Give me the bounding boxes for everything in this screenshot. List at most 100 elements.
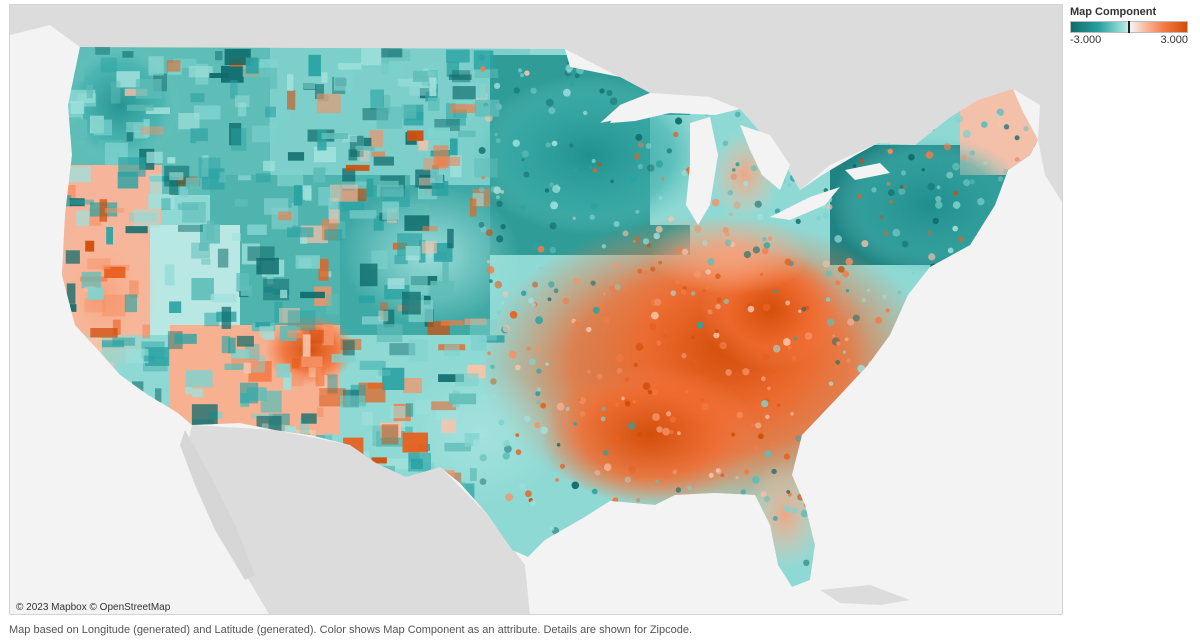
zipcode-cell xyxy=(79,462,103,477)
zipcode-cell xyxy=(834,235,842,243)
zipcode-cell xyxy=(474,68,499,78)
zipcode-cell xyxy=(464,318,487,325)
zipcode-cell xyxy=(853,536,860,543)
zipcode-cell xyxy=(770,580,775,585)
zipcode-cell xyxy=(74,479,100,493)
zipcode-cell xyxy=(935,195,942,203)
legend-min-label: -3.000 xyxy=(1070,34,1102,46)
zipcode-cell xyxy=(764,557,771,564)
zipcode-cell xyxy=(130,414,148,433)
zipcode-cell xyxy=(201,155,209,177)
zipcode-cell xyxy=(178,113,200,130)
zipcode-cell xyxy=(502,325,510,333)
zipcode-cell xyxy=(837,266,845,273)
zipcode-cell xyxy=(700,507,706,514)
zipcode-cell xyxy=(204,312,220,327)
zipcode-cell xyxy=(378,369,391,376)
zipcode-cell xyxy=(537,245,545,253)
zipcode-cell xyxy=(619,535,623,540)
zipcode-cell xyxy=(535,391,541,397)
zipcode-cell xyxy=(594,469,601,476)
zipcode-cell xyxy=(224,587,237,600)
zipcode-cell xyxy=(624,476,632,483)
zipcode-cell xyxy=(793,336,798,341)
zipcode-cell xyxy=(263,160,275,172)
zipcode-cell xyxy=(321,72,328,83)
zipcode-cell xyxy=(702,289,706,293)
zipcode-cell xyxy=(938,505,942,510)
choropleth-map[interactable]: © 2023 Mapbox © OpenStreetMap xyxy=(10,5,1063,615)
zipcode-cell xyxy=(431,401,457,411)
zipcode-cell xyxy=(971,533,977,539)
zipcode-cell xyxy=(635,133,643,141)
zipcode-cell xyxy=(234,199,248,207)
zipcode-cell xyxy=(557,186,561,190)
zipcode-cell xyxy=(759,272,764,277)
zipcode-cell xyxy=(565,407,570,411)
zipcode-cell xyxy=(1034,575,1038,583)
zipcode-cell xyxy=(627,422,636,430)
zipcode-cell xyxy=(642,238,650,245)
zipcode-cell xyxy=(675,487,682,493)
zipcode-cell xyxy=(969,150,975,156)
zipcode-cell xyxy=(795,435,802,442)
zipcode-cell xyxy=(610,179,614,184)
zipcode-cell xyxy=(690,335,695,340)
zipcode-cell xyxy=(758,433,764,440)
zipcode-cell xyxy=(694,225,702,233)
zipcode-cell xyxy=(932,217,939,225)
zipcode-cell xyxy=(705,544,710,548)
zipcode-cell xyxy=(999,235,1007,243)
zipcode-cell xyxy=(287,227,314,238)
zipcode-cell xyxy=(548,281,555,288)
zipcode-cell xyxy=(947,571,954,578)
zipcode-cell xyxy=(119,494,139,512)
footnote-caption: Map based on Longitude (generated) and L… xyxy=(9,624,693,636)
zipcode-cell xyxy=(452,86,476,100)
zipcode-cell xyxy=(441,416,457,433)
zipcode-cell xyxy=(997,176,1004,182)
zipcode-cell xyxy=(208,138,220,149)
zipcode-cell xyxy=(563,584,570,587)
zipcode-cell xyxy=(855,432,859,436)
zipcode-cell xyxy=(725,369,732,376)
zipcode-cell xyxy=(100,57,118,73)
zipcode-cell xyxy=(804,332,813,340)
zipcode-cell xyxy=(1015,473,1019,477)
zipcode-cell xyxy=(782,338,791,346)
zipcode-cell xyxy=(376,106,403,129)
zipcode-cell xyxy=(532,281,539,288)
zipcode-cell xyxy=(408,339,428,362)
east-canada-land xyxy=(1038,105,1062,202)
map-view[interactable]: © 2023 Mapbox © OpenStreetMap xyxy=(9,4,1063,615)
zipcode-cell xyxy=(997,363,1005,371)
zipcode-cell xyxy=(744,522,752,530)
zipcode-cell xyxy=(885,308,890,313)
zipcode-cell xyxy=(166,60,181,72)
zipcode-cell xyxy=(1015,160,1022,167)
zipcode-cell xyxy=(1027,303,1035,311)
zipcode-cell xyxy=(989,495,994,500)
zipcode-cell xyxy=(243,362,251,374)
zipcode-cell xyxy=(970,548,978,557)
zipcode-cell xyxy=(186,541,214,550)
zipcode-cell xyxy=(637,431,643,438)
zipcode-cell xyxy=(579,397,586,405)
zipcode-cell xyxy=(756,582,762,587)
zipcode-cell xyxy=(846,358,851,363)
zipcode-cell xyxy=(902,185,907,190)
zipcode-cell xyxy=(986,509,990,513)
zipcode-cell xyxy=(196,141,208,153)
zipcode-cell xyxy=(565,546,573,554)
zipcode-cell xyxy=(76,119,88,138)
zipcode-cell xyxy=(155,388,162,403)
zipcode-cell xyxy=(840,455,848,463)
zipcode-cell xyxy=(571,481,580,490)
zipcode-cell xyxy=(407,130,424,141)
zipcode-cell xyxy=(192,388,203,398)
zipcode-cell xyxy=(218,171,226,183)
zipcode-cell xyxy=(359,263,378,287)
zipcode-cell xyxy=(560,463,565,469)
zipcode-cell xyxy=(1008,561,1016,569)
color-legend[interactable]: Map Component -3.000 3.000 xyxy=(1070,6,1192,46)
